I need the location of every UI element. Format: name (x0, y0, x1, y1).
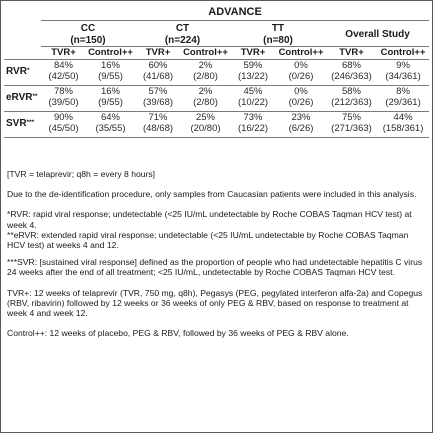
row-label: RVR* (4, 59, 41, 86)
group-name: TT (271, 23, 285, 34)
group-n: (n=80) (263, 34, 293, 46)
group-n: (n=150) (70, 34, 106, 46)
group-n: (n=224) (164, 34, 201, 46)
tvr-arm-definition: TVR+: 12 weeks of telaprevir (TVR, 750 m… (7, 287, 423, 319)
table-cell: 57% (39/68) (135, 85, 181, 112)
table-cell: 90% (45/50) (41, 111, 86, 138)
table-cell: 16% (9/55) (86, 59, 135, 86)
table-cell: 8% (29/361) (377, 85, 430, 112)
table-cell: 68% (246/363) (326, 59, 377, 86)
table-cell: 25% (20/80) (181, 111, 230, 138)
table-cell: 45% (10/22) (230, 85, 276, 112)
ervr-definition: **eRVR: extended rapid viral response; u… (7, 229, 409, 251)
group-name: CT (175, 23, 190, 34)
results-table: ADVANCE CC (n=150) CT (n=224) TT (n=80) … (4, 4, 430, 138)
footnotes: [TVR = telaprevir; q8h = every 8 hours] … (7, 169, 427, 338)
svr-definition: ***SVR: [sustained viral response] defin… (7, 257, 423, 278)
table-cell: 23% (6/26) (276, 111, 326, 138)
table-cell: 2% (2/80) (181, 85, 230, 112)
subheader-cell: TVR+ (135, 46, 181, 60)
table-cell: 73% (16/22) (230, 111, 276, 138)
table-cell: 64% (35/55) (86, 111, 135, 138)
subheader-cell: Control++ (377, 46, 430, 60)
subheader-cell: TVR+ (41, 46, 86, 60)
group-name: Overall Study (345, 28, 410, 40)
table-cell: 0% (0/26) (276, 59, 326, 86)
subheader-cell: Control++ (181, 46, 230, 60)
row-label: eRVR** (4, 85, 41, 112)
group-header-overall: Overall Study (326, 20, 430, 47)
abbreviation-note: [TVR = telaprevir; q8h = every 8 hours] (7, 169, 156, 179)
table-cell: 16% (9/55) (86, 85, 135, 112)
subheader-cell: Control++ (86, 46, 135, 60)
table-cell: 78% (39/50) (41, 85, 86, 112)
table-cell: 44% (158/361) (377, 111, 430, 138)
subheader-cell: Control++ (276, 46, 326, 60)
table-title: ADVANCE (208, 5, 262, 18)
subheader-cell: TVR+ (230, 46, 276, 60)
table-cell: 58% (212/363) (326, 85, 377, 112)
rvr-definition: *RVR: rapid viral response; undetectable… (7, 209, 412, 230)
group-header-cc: CC (n=150) (41, 20, 135, 47)
group-header-ct: CT (n=224) (135, 20, 230, 47)
table-cell: 71% (48/68) (135, 111, 181, 138)
table-cell: 2% (2/80) (181, 59, 230, 86)
table-cell: 59% (13/22) (230, 59, 276, 86)
table-cell: 60% (41/68) (135, 59, 181, 86)
table-row: SVR*** 90% (45/50) 64% (35/55) 71% (48/68) … (4, 111, 430, 138)
table-row: eRVR** 78% (39/50) 16% (9/55) 57% (39/68) 2… (4, 85, 430, 112)
group-name: CC (80, 23, 96, 34)
table-cell: 84% (42/50) (41, 59, 86, 86)
deidentification-note: Due to the de-identification procedure, … (7, 189, 417, 200)
table-cell: 9% (34/361) (377, 59, 430, 86)
table-row: RVR* 84% (42/50) 16% (9/55) 60% (41/68) 2%(… (4, 59, 430, 86)
table-cell: 75% (271/363) (326, 111, 377, 138)
group-header-tt: TT (n=80) (230, 20, 326, 47)
row-label: SVR*** (4, 111, 41, 138)
table-cell: 0% (0/26) (276, 85, 326, 112)
control-arm-definition: Control++: 12 weeks of placebo, PEG & RB… (7, 328, 349, 339)
subheader-cell: TVR+ (326, 46, 377, 60)
